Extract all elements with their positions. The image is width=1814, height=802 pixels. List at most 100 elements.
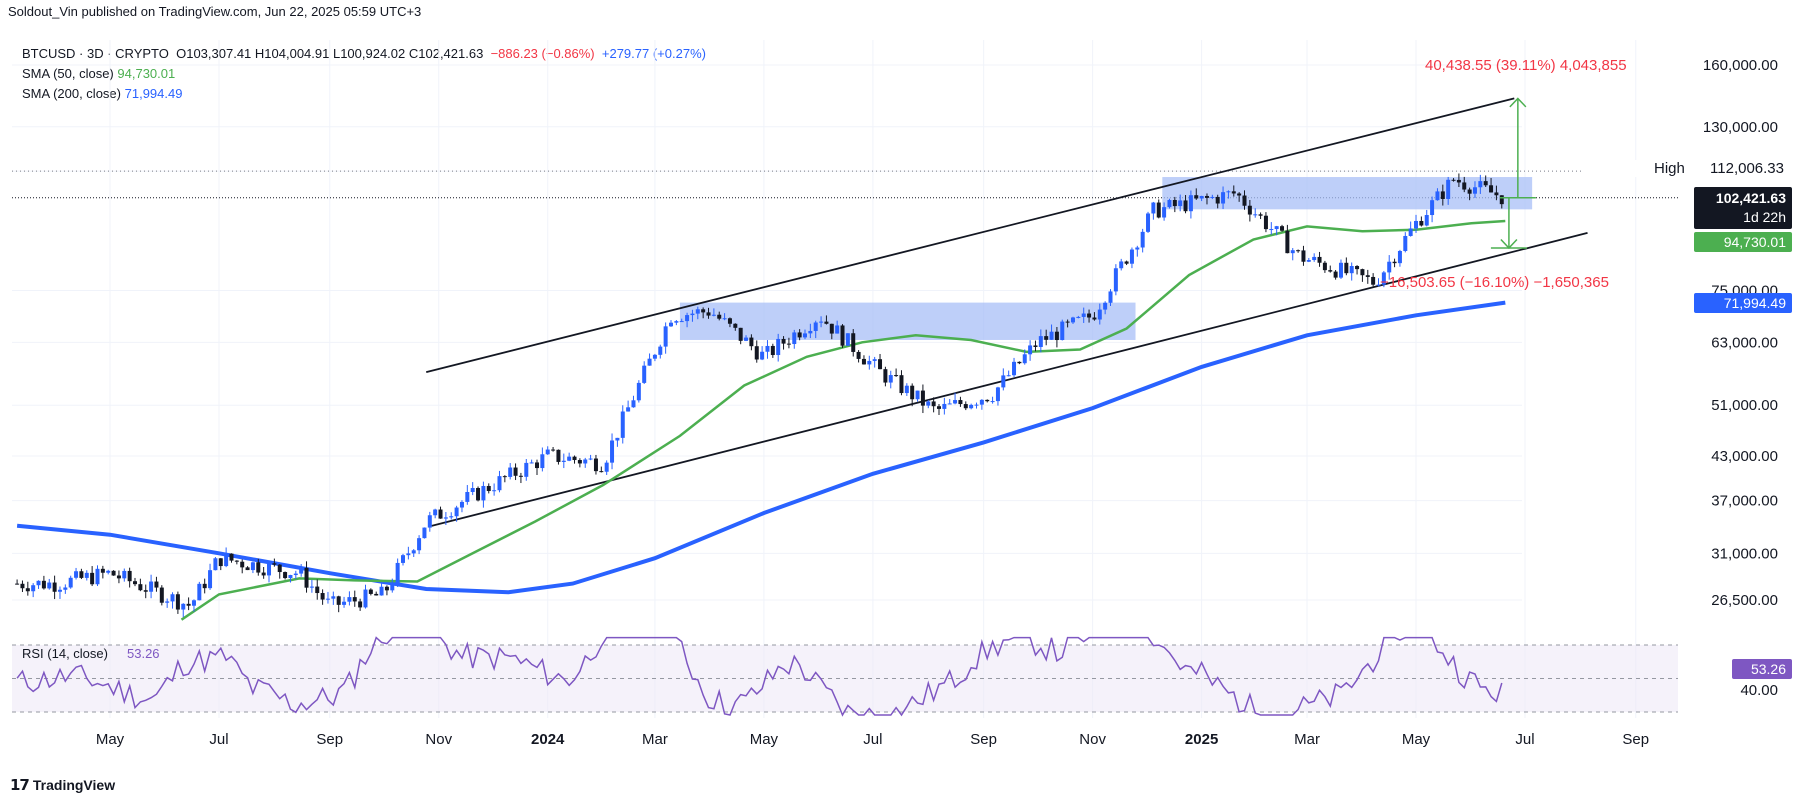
candle-body — [953, 400, 958, 404]
candle-body — [1274, 226, 1279, 230]
sma50-path — [180, 219, 1506, 621]
candle-body — [492, 490, 497, 492]
candle-body — [540, 454, 545, 469]
candle-body — [191, 600, 196, 606]
publish-credit: Soldout_Vin published on TradingView.com… — [8, 4, 422, 19]
candle-body — [1199, 195, 1204, 199]
countdown-value: 1d 22h — [1743, 209, 1786, 225]
candle-body — [701, 309, 706, 313]
high-label: High — [1654, 160, 1685, 177]
time-tick-label: Nov — [1079, 731, 1106, 748]
time-tick-label: May — [1402, 731, 1431, 748]
candle-body — [1285, 230, 1290, 254]
candlestick-series — [15, 173, 1504, 618]
candle-body — [315, 586, 320, 594]
candle-body — [1349, 266, 1354, 274]
candle-body — [1489, 185, 1494, 193]
time-tick-label: Sep — [970, 731, 997, 748]
candle-body — [250, 562, 255, 571]
candle-body — [497, 476, 502, 491]
time-tick-label: May — [96, 731, 125, 748]
candle-body — [1280, 226, 1285, 231]
candle-body — [1242, 195, 1247, 206]
sma200-line — [16, 300, 1506, 595]
candle-body — [974, 404, 979, 406]
last-price-value: 102,421.63 — [1715, 190, 1786, 206]
candle-body — [1499, 195, 1504, 205]
candle-body — [904, 385, 909, 394]
candle-body — [267, 563, 272, 576]
candle-body — [856, 351, 861, 359]
candle-body — [894, 375, 899, 377]
candle-body — [57, 589, 62, 592]
candle-body — [1387, 261, 1392, 273]
candle-body — [100, 568, 105, 573]
last-price-tag: 102,421.63 1d 22h — [1694, 187, 1792, 229]
candle-body — [738, 327, 743, 341]
candle-body — [781, 338, 786, 344]
candle-body — [1065, 321, 1070, 323]
sma200-row[interactable]: SMA (200, close) 71,994.49 — [22, 84, 706, 104]
candle-body — [888, 375, 893, 383]
candle-body — [1419, 220, 1424, 226]
candle-body — [685, 315, 690, 322]
price-tick-label: 31,000.00 — [1711, 545, 1778, 562]
candle-body — [760, 351, 765, 360]
candle-body — [883, 369, 888, 383]
candle-body — [1237, 193, 1242, 196]
candle-body — [486, 485, 491, 492]
candle-body — [90, 572, 95, 585]
candle-body — [1258, 214, 1263, 216]
candle-body — [63, 587, 68, 590]
candle-body — [819, 321, 824, 323]
candle-body — [1221, 192, 1226, 204]
candle-body — [1210, 196, 1215, 198]
candle-body — [1038, 336, 1043, 347]
sma50-row[interactable]: SMA (50, close) 94,730.01 — [22, 64, 706, 84]
candle-body — [926, 401, 931, 406]
candle-body — [438, 509, 443, 519]
candle-body — [1188, 195, 1193, 212]
tradingview-brand[interactable]: 𝟭𝟳 TradingView — [10, 776, 115, 794]
candle-body — [224, 553, 229, 567]
candle-body — [513, 467, 518, 476]
candle-body — [754, 346, 759, 360]
candle-body — [776, 338, 781, 356]
candle-body — [68, 577, 73, 588]
symbol-info[interactable]: BTCUSD · 3D · CRYPTO — [22, 46, 169, 61]
candle-body — [47, 582, 52, 589]
candle-body — [1178, 200, 1183, 207]
candle-body — [963, 404, 968, 409]
candle-body — [1290, 250, 1295, 254]
measure-up-label: 40,438.55 (39.11%) 4,043,855 — [1425, 57, 1627, 74]
candle-body — [1301, 250, 1306, 262]
candle-body — [663, 326, 668, 347]
candle-body — [626, 407, 631, 412]
arrow-up-icon — [1509, 97, 1527, 108]
time-tick-label: 2025 — [1185, 731, 1218, 748]
candle-body — [1312, 256, 1317, 261]
time-tick-label: Sep — [316, 731, 343, 748]
candle-body — [465, 491, 470, 502]
time-tick-label: Jul — [863, 731, 882, 748]
high-value: 112,006.33 — [1710, 160, 1784, 177]
candle-body — [208, 570, 213, 589]
candle-body — [508, 467, 513, 477]
candle-body — [347, 597, 352, 602]
candle-body — [808, 330, 813, 334]
candle-body — [636, 382, 641, 401]
candle-body — [1430, 200, 1435, 216]
candle-body — [116, 575, 121, 579]
candle-body — [845, 333, 850, 346]
candle-body — [792, 332, 797, 345]
sma200-tag: 71,994.49 — [1694, 293, 1792, 313]
tradingview-logo-icon: 𝟭𝟳 — [10, 777, 30, 794]
candle-body — [915, 390, 920, 400]
candle-body — [995, 387, 1000, 402]
candle-body — [406, 553, 411, 556]
candle-body — [154, 581, 159, 588]
candle-body — [1414, 220, 1419, 229]
candle-body — [1135, 247, 1140, 250]
candle-body — [936, 406, 941, 409]
